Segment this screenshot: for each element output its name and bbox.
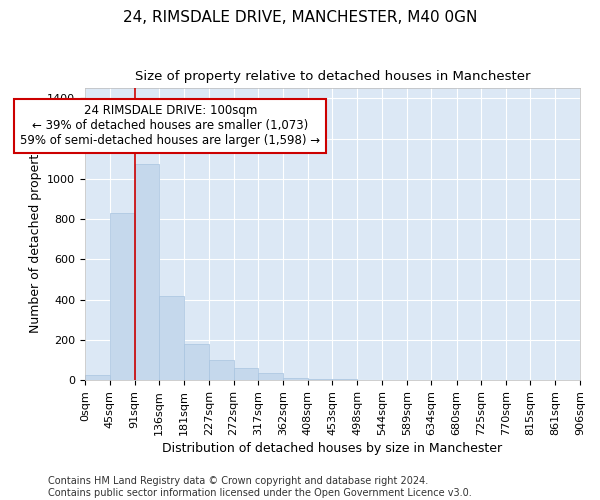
- Bar: [110, 213, 135, 380]
- Bar: [258, 373, 283, 380]
- Bar: [283, 378, 308, 380]
- Text: 24 RIMSDALE DRIVE: 100sqm
← 39% of detached houses are smaller (1,073)
59% of se: 24 RIMSDALE DRIVE: 100sqm ← 39% of detac…: [20, 104, 320, 148]
- Text: 24, RIMSDALE DRIVE, MANCHESTER, M40 0GN: 24, RIMSDALE DRIVE, MANCHESTER, M40 0GN: [123, 10, 477, 25]
- Bar: [160, 296, 184, 380]
- Y-axis label: Number of detached properties: Number of detached properties: [29, 136, 41, 333]
- Title: Size of property relative to detached houses in Manchester: Size of property relative to detached ho…: [135, 70, 530, 83]
- X-axis label: Distribution of detached houses by size in Manchester: Distribution of detached houses by size …: [163, 442, 503, 455]
- Bar: [85, 375, 110, 380]
- Bar: [308, 379, 332, 380]
- Bar: [184, 344, 209, 380]
- Bar: [332, 379, 357, 380]
- Text: Contains HM Land Registry data © Crown copyright and database right 2024.
Contai: Contains HM Land Registry data © Crown c…: [48, 476, 472, 498]
- Bar: [233, 368, 258, 380]
- Bar: [209, 360, 233, 380]
- Bar: [135, 164, 160, 380]
